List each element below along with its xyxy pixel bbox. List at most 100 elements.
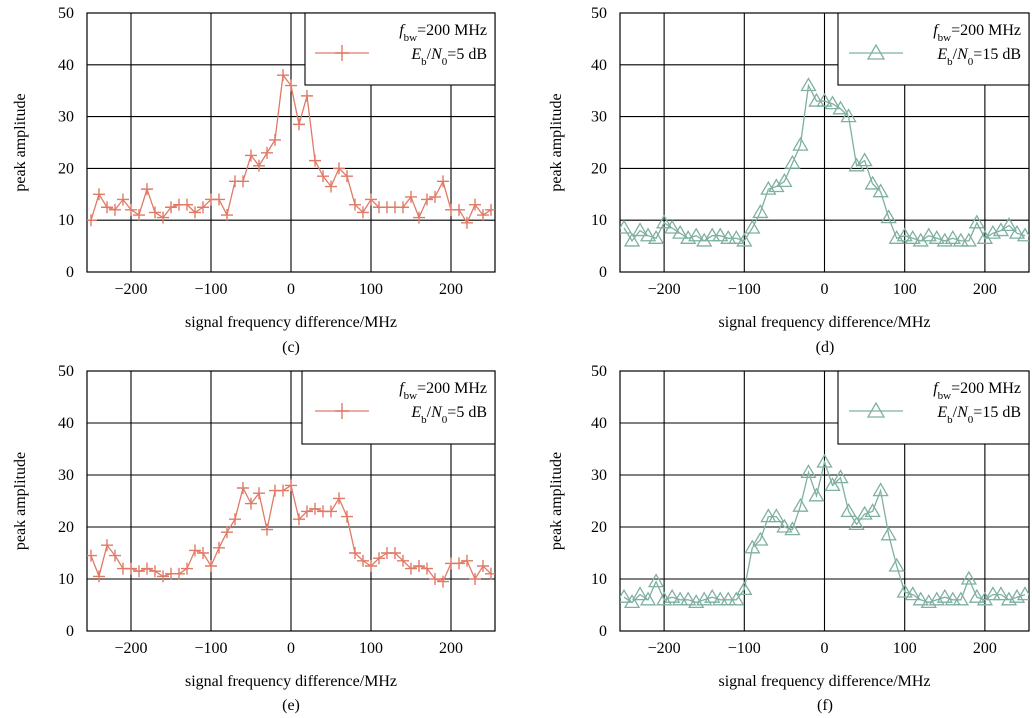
panel-f: −200 −100 0 100 200 0 10 20 30 40 50 signal frequen… bbox=[548, 363, 1030, 714]
y-tick-label: 40 bbox=[58, 57, 74, 74]
panel-e: −200 −100 0 100 200 0 10 20 30 40 50 signal frequen… bbox=[12, 363, 496, 714]
data-point bbox=[992, 586, 1010, 601]
data-point bbox=[253, 487, 265, 500]
data-point bbox=[413, 211, 425, 224]
data-point bbox=[856, 152, 873, 167]
data-point bbox=[229, 513, 241, 526]
data-point bbox=[197, 547, 209, 559]
data-point bbox=[285, 479, 297, 492]
y-tick-label: 40 bbox=[591, 415, 607, 432]
data-point bbox=[421, 193, 433, 206]
data-point bbox=[197, 201, 209, 214]
data-point bbox=[221, 526, 233, 539]
data-point bbox=[205, 560, 217, 572]
data-point bbox=[968, 214, 986, 229]
data-point bbox=[365, 560, 377, 572]
data-point bbox=[912, 232, 929, 247]
data-point bbox=[269, 133, 281, 146]
data-point bbox=[776, 518, 793, 533]
data-point bbox=[213, 541, 225, 554]
data-point bbox=[253, 159, 265, 172]
legend-entry-snr: Eb/N0=15 dB bbox=[936, 404, 1021, 426]
data-point bbox=[221, 209, 233, 222]
data-point bbox=[237, 175, 249, 188]
data-point bbox=[631, 222, 649, 237]
data-point bbox=[141, 562, 153, 575]
data-point bbox=[461, 216, 473, 229]
y-tick-label: 0 bbox=[66, 264, 74, 281]
y-tick-label: 0 bbox=[599, 623, 607, 640]
x-tick-label: −100 bbox=[728, 281, 761, 298]
legend-subscript: bw bbox=[404, 390, 418, 402]
y-axis-label: peak amplitude bbox=[12, 93, 29, 191]
x-tick-label: −100 bbox=[728, 640, 761, 657]
legend-subscript: bw bbox=[938, 32, 952, 44]
y-tick-label: 50 bbox=[58, 363, 74, 380]
data-point bbox=[1000, 217, 1018, 232]
data-point bbox=[832, 469, 849, 484]
y-tick-label: 40 bbox=[58, 415, 74, 432]
data-point bbox=[277, 484, 289, 497]
data-point bbox=[647, 573, 665, 588]
data-point bbox=[157, 570, 169, 583]
data-point bbox=[149, 206, 161, 219]
data-point bbox=[752, 204, 769, 219]
data-point bbox=[872, 482, 889, 497]
legend-value: =200 MHz bbox=[417, 22, 487, 39]
data-point bbox=[720, 230, 737, 244]
data-point bbox=[93, 570, 105, 583]
y-tick-label: 50 bbox=[58, 5, 74, 22]
data-point bbox=[816, 453, 833, 468]
y-tick-label: 20 bbox=[58, 160, 74, 177]
y-tick-label: 20 bbox=[591, 160, 607, 177]
data-point bbox=[912, 591, 929, 606]
panel-d: −200 −100 0 100 200 0 10 20 30 40 50 signal frequen… bbox=[548, 5, 1030, 356]
data-point bbox=[117, 193, 129, 206]
y-tick-label: 10 bbox=[591, 571, 607, 588]
data-point bbox=[663, 219, 681, 234]
legend-value: =200 MHz bbox=[417, 380, 487, 397]
data-point bbox=[333, 492, 345, 505]
data-point bbox=[405, 190, 417, 203]
legend-symbol: f bbox=[933, 380, 940, 397]
data-point bbox=[357, 554, 369, 567]
legend-entry-bandwidth: fbw=200 MHz bbox=[399, 380, 487, 402]
x-axis-label: signal frequency difference/MHz bbox=[185, 314, 397, 331]
data-point bbox=[429, 573, 441, 585]
data-point bbox=[421, 562, 433, 575]
y-tick-label: 30 bbox=[591, 467, 607, 484]
data-point bbox=[477, 209, 489, 222]
data-point bbox=[760, 508, 777, 523]
data-point bbox=[149, 565, 161, 578]
data-point bbox=[93, 188, 105, 201]
data-point bbox=[429, 190, 441, 203]
panel-label: (c) bbox=[282, 339, 300, 356]
legend-value: =15 dB bbox=[973, 404, 1021, 421]
data-point bbox=[349, 198, 361, 211]
x-tick-label: 100 bbox=[359, 640, 383, 657]
data-point bbox=[301, 89, 313, 102]
data-point bbox=[461, 554, 473, 567]
data-point bbox=[928, 230, 945, 244]
y-tick-label: 30 bbox=[58, 467, 74, 484]
legend-subscript: b bbox=[421, 414, 427, 426]
legend-subscript: b bbox=[947, 56, 953, 68]
x-tick-label: 100 bbox=[359, 281, 383, 298]
data-point bbox=[397, 201, 409, 214]
panel-label: (d) bbox=[816, 339, 835, 356]
legend-symbol: N bbox=[430, 46, 443, 63]
legend-value: =200 MHz bbox=[951, 380, 1021, 397]
data-point bbox=[904, 230, 921, 244]
y-tick-label: 10 bbox=[58, 571, 74, 588]
legend-value: =5 dB bbox=[447, 46, 487, 63]
y-tick-label: 20 bbox=[591, 519, 607, 536]
x-tick-label: −100 bbox=[194, 640, 227, 657]
x-tick-label: 100 bbox=[893, 281, 917, 298]
data-point bbox=[936, 588, 953, 603]
data-point bbox=[639, 227, 657, 242]
y-tick-label: 20 bbox=[58, 519, 74, 536]
data-point bbox=[984, 586, 1002, 601]
